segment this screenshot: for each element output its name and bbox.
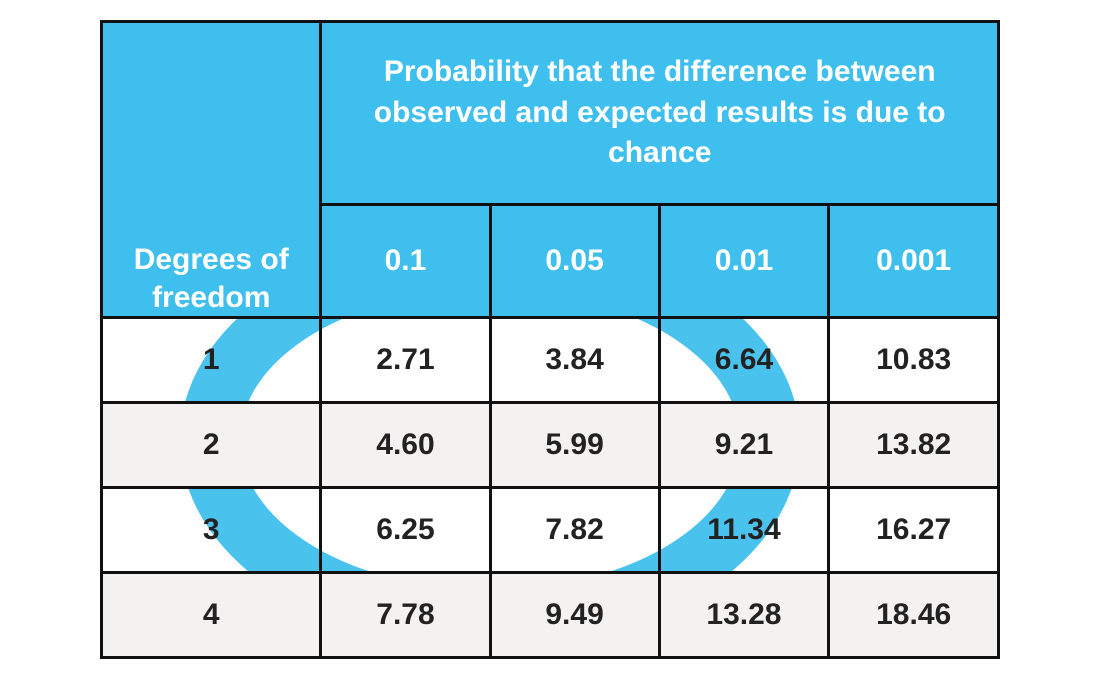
cell-value: 2.71 bbox=[321, 318, 490, 403]
cell-value: 16.27 bbox=[829, 488, 999, 573]
cell-value: 3.84 bbox=[490, 318, 659, 403]
cell-value: 4.60 bbox=[321, 403, 490, 488]
table-row: 4 7.78 9.49 13.28 18.46 bbox=[102, 573, 999, 658]
header-p-3: 0.001 bbox=[829, 205, 999, 318]
cell-value: 7.78 bbox=[321, 573, 490, 658]
cell-dof: 3 bbox=[102, 488, 321, 573]
cell-value: 5.99 bbox=[490, 403, 659, 488]
cell-value: 9.21 bbox=[659, 403, 829, 488]
header-probability-title: Probability that the difference between … bbox=[321, 22, 999, 205]
cell-dof: 4 bbox=[102, 573, 321, 658]
table-row: 1 2.71 3.84 6.64 10.83 bbox=[102, 318, 999, 403]
table-row: 3 6.25 7.82 11.34 16.27 bbox=[102, 488, 999, 573]
cell-value: 11.34 bbox=[659, 488, 829, 573]
cell-dof: 2 bbox=[102, 403, 321, 488]
cell-value: 9.49 bbox=[490, 573, 659, 658]
cell-value: 7.82 bbox=[490, 488, 659, 573]
cell-value: 18.46 bbox=[829, 573, 999, 658]
header-p-2: 0.01 bbox=[659, 205, 829, 318]
header-degrees-of-freedom: Degrees of freedom bbox=[102, 22, 321, 318]
cell-value: 6.25 bbox=[321, 488, 490, 573]
header-p-0: 0.1 bbox=[321, 205, 490, 318]
cell-value: 6.64 bbox=[659, 318, 829, 403]
table-row: 2 4.60 5.99 9.21 13.82 bbox=[102, 403, 999, 488]
cell-dof: 1 bbox=[102, 318, 321, 403]
cell-value: 13.82 bbox=[829, 403, 999, 488]
cell-value: 10.83 bbox=[829, 318, 999, 403]
cell-value: 13.28 bbox=[659, 573, 829, 658]
header-p-1: 0.05 bbox=[490, 205, 659, 318]
chi-squared-table: Degrees of freedom Probability that the … bbox=[100, 20, 1000, 659]
